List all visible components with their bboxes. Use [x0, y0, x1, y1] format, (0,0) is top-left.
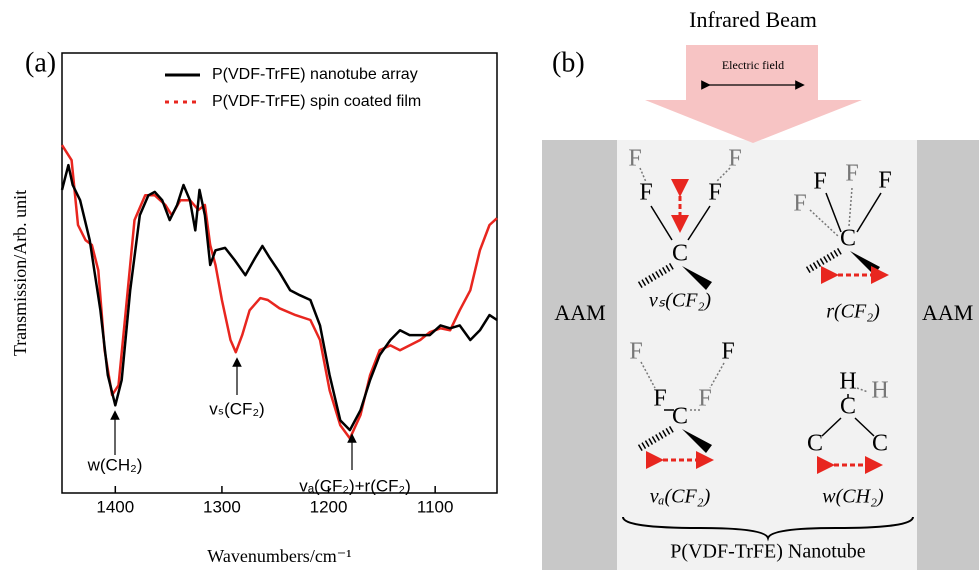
- hash-bond: [804, 247, 842, 275]
- bond: [854, 417, 875, 437]
- plot-frame: [61, 52, 498, 494]
- brace: [622, 516, 914, 542]
- wall-label: AAM: [922, 300, 973, 325]
- atom: F: [845, 161, 858, 187]
- bond: [715, 167, 731, 183]
- atom: F: [728, 146, 741, 172]
- bond: [687, 205, 711, 241]
- mode-label: w(CH₂): [822, 486, 884, 508]
- wall-label: AAM: [554, 300, 605, 325]
- bond: [650, 205, 673, 241]
- aam-wall: [917, 140, 979, 570]
- bond: [639, 167, 647, 183]
- x-tick-label: 1400: [96, 497, 134, 516]
- atom: H: [871, 378, 888, 404]
- atom: F: [813, 169, 826, 195]
- wedge-bond: [682, 266, 712, 290]
- atom: C: [840, 226, 856, 252]
- aam-wall: [542, 140, 617, 570]
- atom: C: [672, 404, 688, 430]
- ir-beam: [645, 45, 862, 143]
- bond: [856, 387, 869, 393]
- atom: F: [639, 180, 652, 206]
- panel-label: (a): [25, 47, 56, 78]
- atom: F: [628, 146, 641, 172]
- field-label: Electric field: [722, 58, 784, 72]
- hash-bond: [636, 425, 674, 453]
- hash-bond: [636, 262, 674, 290]
- y-axis-label: Transmission/Arb. unit: [10, 190, 30, 356]
- x-tick-label: 1200: [310, 497, 348, 516]
- data-line: [60, 163, 498, 432]
- data-line: [60, 144, 498, 440]
- atom: C: [807, 431, 823, 457]
- bond: [821, 417, 842, 437]
- mode-label: vₛ(CF₂): [649, 290, 712, 312]
- atom: H: [839, 369, 856, 395]
- mode-label: vₐ(CF₂): [650, 486, 711, 508]
- atom: F: [721, 339, 734, 365]
- x-tick-label: 1100: [417, 497, 454, 516]
- atom: F: [708, 180, 721, 206]
- atom: F: [878, 168, 891, 194]
- atom: F: [629, 339, 642, 365]
- x-tick-label: 1300: [203, 497, 241, 516]
- x-axis-label: Wavenumbers/cm⁻¹: [207, 546, 351, 566]
- annotation: vₐ(CF₂)+r(CF₂): [299, 476, 411, 495]
- wedge-bond: [682, 429, 712, 453]
- atom: C: [840, 394, 856, 420]
- atom: F: [698, 386, 711, 412]
- annotation: vₛ(CF₂): [209, 399, 264, 418]
- atom: C: [872, 431, 888, 457]
- panel-label: (b): [552, 47, 585, 78]
- bond: [856, 192, 882, 233]
- annotation: w(CH₂): [87, 455, 143, 474]
- caption: P(VDF-TrFE) Nanotube: [670, 541, 866, 563]
- bond: [825, 192, 842, 233]
- mode-label: r(CF₂): [826, 301, 880, 323]
- bond: [640, 361, 656, 389]
- atom: F: [653, 386, 666, 412]
- atom: F: [793, 191, 806, 217]
- atom: C: [672, 241, 688, 267]
- beam-title: Infrared Beam: [689, 7, 817, 32]
- legend-label: P(VDF-TrFE) nanotube array: [212, 66, 418, 83]
- legend-label: P(VDF-TrFE) spin coated film: [212, 93, 421, 110]
- bond: [709, 362, 725, 389]
